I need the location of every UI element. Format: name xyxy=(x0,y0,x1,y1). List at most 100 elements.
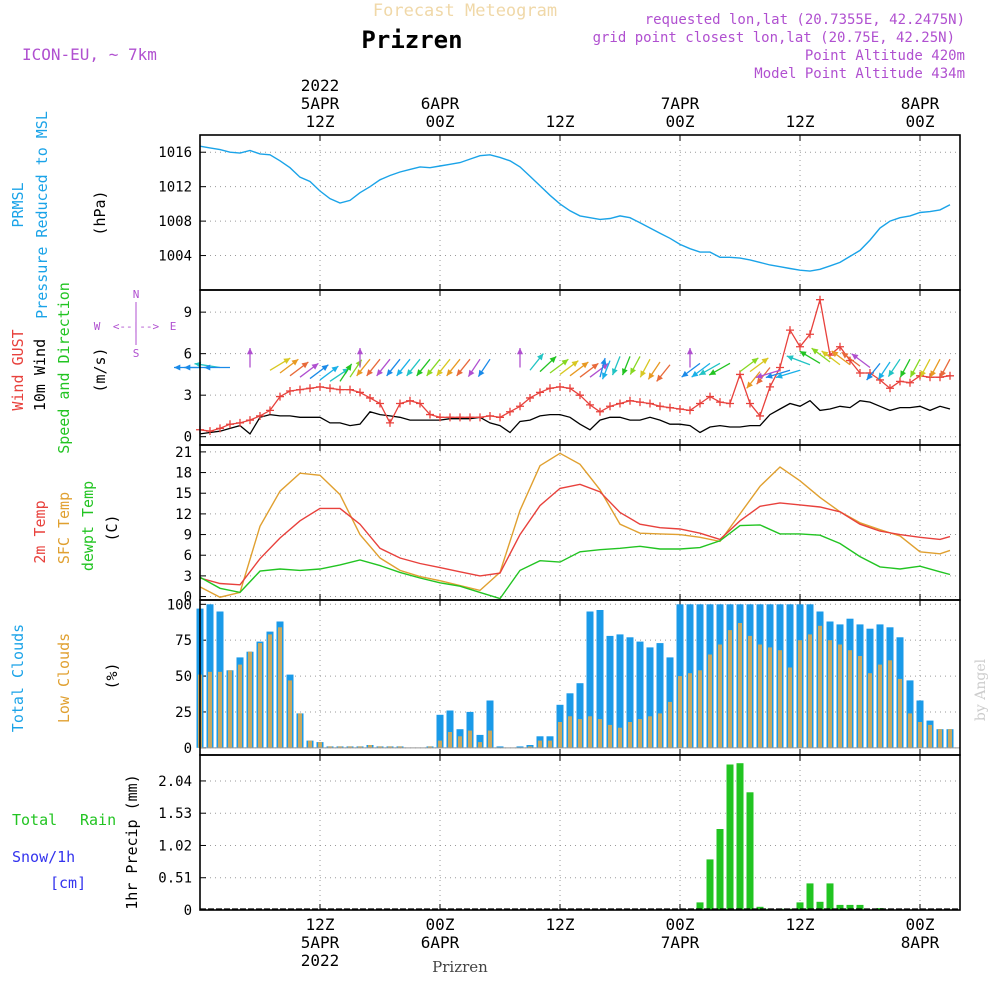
temp-2m-line xyxy=(199,483,951,586)
wind-arrow-head xyxy=(591,363,599,370)
panel-wind: 0 3 6 9 xyxy=(174,289,961,446)
gust-marker xyxy=(316,382,324,391)
gust-marker xyxy=(296,385,304,394)
wind-arrow-head xyxy=(356,369,363,376)
wind-arrow-head xyxy=(468,369,475,377)
gust-marker xyxy=(746,399,754,408)
gust-marker xyxy=(206,427,214,436)
y-tick-label: 3 xyxy=(184,388,192,404)
wind-arrow-head xyxy=(478,369,485,377)
rain-bar xyxy=(796,902,804,910)
wind-arrow-head xyxy=(174,364,181,371)
low-cloud-bar xyxy=(568,716,572,748)
low-cloud-bar xyxy=(218,671,222,748)
wind-arrow xyxy=(204,364,230,371)
low-cloud-bar xyxy=(908,713,912,748)
precip-unit: 1hr Precip (mm) xyxy=(123,774,141,909)
y-tick-label: 1004 xyxy=(158,249,192,265)
temp-label-3: dewpt Temp xyxy=(79,481,97,571)
y-tick-label: 0.51 xyxy=(158,871,192,887)
wind-arrow xyxy=(569,361,589,377)
cloud-label-1: Total Clouds xyxy=(9,624,27,732)
bottom-time-label: 00Z xyxy=(666,915,695,934)
total-cloud-bar xyxy=(626,637,634,748)
y-tick-label: 15 xyxy=(175,486,192,502)
wind-arrow-head xyxy=(699,369,707,376)
low-cloud-bar xyxy=(688,673,692,748)
total-cloud-bar xyxy=(516,746,524,748)
top-time-label: 12Z xyxy=(786,112,815,131)
wind-arrow-head xyxy=(821,350,829,358)
y-tick-label: 1.02 xyxy=(158,838,192,854)
wind-arrow xyxy=(647,361,661,380)
wind-arrow-head xyxy=(301,362,309,369)
low-cloud-bar xyxy=(478,742,482,748)
wind-arrow xyxy=(279,358,299,374)
low-cloud-bar xyxy=(268,634,272,748)
bottom-time-label: 8APR xyxy=(901,933,940,952)
low-cloud-bar xyxy=(288,680,292,748)
temp-label-1: 2m Temp xyxy=(31,500,49,563)
y-tick-label: 1012 xyxy=(158,180,192,196)
wind-arrow-head xyxy=(204,364,211,371)
temp-unit: (C) xyxy=(103,514,121,541)
wind-arrow-head xyxy=(602,372,608,380)
compass-w: W xyxy=(94,320,101,333)
low-cloud-bar xyxy=(768,647,772,748)
wind-arrow-head xyxy=(756,377,763,385)
top-time-label: 00Z xyxy=(426,112,455,131)
panel-clouds: 0 25 50 75 100 xyxy=(167,597,961,757)
temp-dewpt-line xyxy=(199,524,951,600)
low-cloud-bar xyxy=(708,654,712,748)
wind-arrow xyxy=(686,348,694,368)
wind-arrow-head xyxy=(656,374,663,382)
wind-arrow xyxy=(539,355,557,373)
wind-arrow xyxy=(755,369,781,379)
wind-arrow-head xyxy=(386,369,393,376)
model-altitude: Model Point Altitude 434m xyxy=(754,66,965,82)
low-cloud-bar xyxy=(838,644,842,748)
low-cloud-bar xyxy=(898,678,902,748)
low-cloud-bar xyxy=(878,664,882,748)
low-cloud-bar xyxy=(488,730,492,748)
gust-marker xyxy=(526,393,534,402)
wind-arrow-head xyxy=(537,353,544,361)
wind-arrow xyxy=(877,361,891,380)
low-cloud-bar xyxy=(458,736,462,748)
gust-marker xyxy=(836,342,844,351)
bottom-time-label: 00Z xyxy=(906,915,935,934)
gust-marker xyxy=(346,385,354,394)
low-cloud-bar xyxy=(808,634,812,748)
precip-side-label: Total Rain Snow/1h [cm] 1hr Precip (mm) xyxy=(12,774,141,909)
wind-arrow-head xyxy=(516,348,524,355)
wind-arrow xyxy=(739,357,759,373)
y-tick-label: 0 xyxy=(184,741,192,757)
gust-marker xyxy=(596,407,604,416)
wind-arrow xyxy=(426,358,441,377)
y-tick-label: 0 xyxy=(184,430,192,446)
precip-label-snow: Snow/1h xyxy=(12,848,75,866)
gust-marker xyxy=(266,406,274,415)
gust-marker xyxy=(856,369,864,378)
total-cloud-bar xyxy=(616,634,624,748)
low-cloud-bar xyxy=(538,740,542,748)
wind-arrow-head xyxy=(746,381,753,389)
bottom-time-label: 12Z xyxy=(786,915,815,934)
temp-side-label: 2m Temp SFC Temp dewpt Temp (C) xyxy=(31,481,121,571)
rain-bar xyxy=(826,883,834,910)
gust-marker xyxy=(696,399,704,408)
low-cloud-bar xyxy=(728,630,732,748)
wind-arrow-head xyxy=(940,370,946,378)
low-cloud-bar xyxy=(788,667,792,748)
wind-arrow xyxy=(621,356,631,376)
wind-arrow-head xyxy=(396,369,403,376)
gust-marker xyxy=(366,393,374,402)
gust-marker xyxy=(686,406,694,415)
wind-arrow xyxy=(746,371,761,389)
gust-marker xyxy=(496,413,504,422)
gust-marker xyxy=(936,373,944,382)
grid-point-coords: grid point closest lon,lat (20.75E, 42.2… xyxy=(593,30,955,46)
wind-arrow xyxy=(299,362,319,378)
top-time-label: 5APR xyxy=(301,94,340,113)
gust-marker xyxy=(236,418,244,427)
